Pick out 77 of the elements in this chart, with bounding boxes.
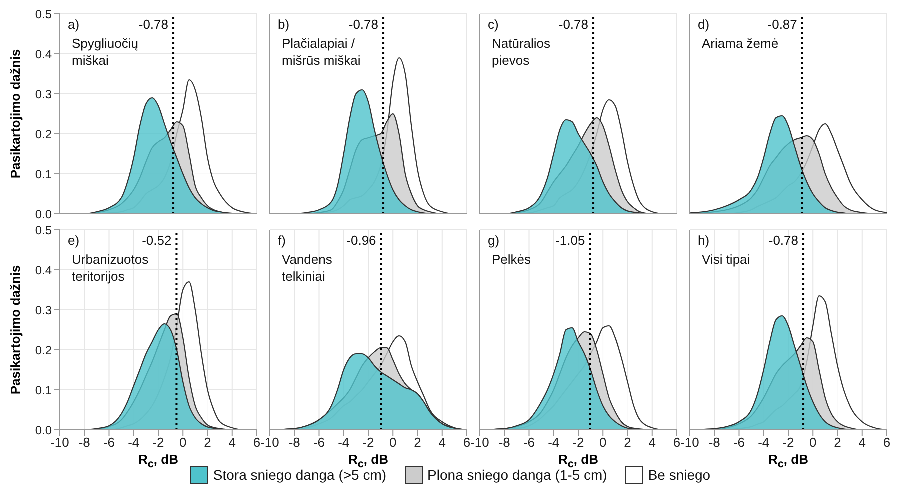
x-tick-label: 0 [390,435,397,450]
x-tick-label: 2 [624,435,632,450]
y-tick-label: 0.3 [35,303,52,318]
annotation: g) [488,233,500,248]
x-tick-label: 6 [673,435,681,450]
x-tick-label: 0 [180,435,187,450]
x-tick-label: 6 [883,435,891,450]
x-tick-label: -10 [470,435,490,450]
x-tick-label: -6 [733,435,746,450]
y-tick-label: 0.5 [35,223,52,238]
ref-line-label: -0.78 [348,17,379,32]
y-tick-label: 0.2 [35,343,52,358]
x-tick-label: -6 [313,435,326,450]
x-axis-title: R$_{c}$, dB [138,452,178,471]
annotation: Ariama žemė [702,35,780,52]
annotation: Spygliuočių miškai [72,35,140,69]
x-tick-label: 0 [810,435,817,450]
annotation: Natūralios pievos [492,35,552,69]
x-tick-label: 4 [228,435,236,450]
x-tick-label: -8 [288,435,300,450]
ref-line-label: -0.78 [768,233,799,248]
x-tick-label: 2 [414,435,422,450]
x-tick-label: -4 [338,435,350,450]
annotation: Visi tipai [702,251,752,268]
x-tick-label: -6 [103,435,116,450]
legend-label: Be sniego [648,467,711,483]
x-tick-label: -2 [782,435,794,450]
annotation: Urbanizuotos teritorijos [72,251,150,285]
y-tick-label: 0.0 [35,423,52,438]
x-tick-label: -8 [708,435,720,450]
y-tick-label: 0.1 [35,383,52,398]
y-tick-label: 0.4 [35,47,52,62]
annotation: c) [488,17,499,32]
y-tick-label: 0.1 [35,167,52,182]
x-axis-title: R$_{c}$, dB [768,452,808,471]
x-tick-label: 4 [648,435,656,450]
x-tick-label: -4 [758,435,770,450]
y-axis-title: Pasikartojimo dažnis [8,48,24,181]
x-tick-label: -6 [523,435,536,450]
annotation: a) [68,17,80,32]
annotation: d) [698,17,710,32]
x-tick-label: -10 [50,435,70,450]
x-tick-label: -10 [680,435,700,450]
x-tick-label: -2 [362,435,374,450]
x-tick-label: 0 [600,435,607,450]
x-tick-label: 6 [253,435,261,450]
x-tick-label: -4 [548,435,560,450]
ref-line-label: -0.52 [142,233,172,248]
annotation: Pelkės [492,251,532,268]
annotation: e) [68,233,80,248]
x-tick-label: -4 [128,435,140,450]
x-tick-label: 4 [858,435,866,450]
annotation: Vandens telkiniai [282,251,334,285]
ref-line-label: -0.96 [346,233,376,248]
ref-line-label: -0.78 [138,17,169,32]
annotation: Plačialapiai / mišrūs miškai [282,35,362,69]
x-tick-label: -10 [260,435,280,450]
ref-line-label: -0.78 [558,17,589,32]
ref-line-label: -1.05 [556,233,586,248]
x-tick-label: 2 [204,435,212,450]
y-tick-label: 0.2 [35,127,52,142]
x-tick-label: 6 [463,435,471,450]
annotation: f) [278,233,286,248]
x-tick-label: -2 [152,435,164,450]
y-tick-label: 0.5 [35,7,52,22]
x-tick-label: -8 [78,435,90,450]
annotation: h) [698,233,710,248]
y-axis-title: Pasikartojimo dažnis [8,264,24,397]
ref-line-label: -0.87 [768,17,798,32]
x-tick-label: 2 [834,435,842,450]
x-tick-label: -8 [498,435,510,450]
x-tick-label: -2 [572,435,584,450]
y-tick-label: 0.0 [35,207,52,222]
y-tick-label: 0.3 [35,87,52,102]
x-tick-label: 4 [438,435,446,450]
y-tick-label: 0.4 [35,263,52,278]
annotation: b) [278,17,290,32]
